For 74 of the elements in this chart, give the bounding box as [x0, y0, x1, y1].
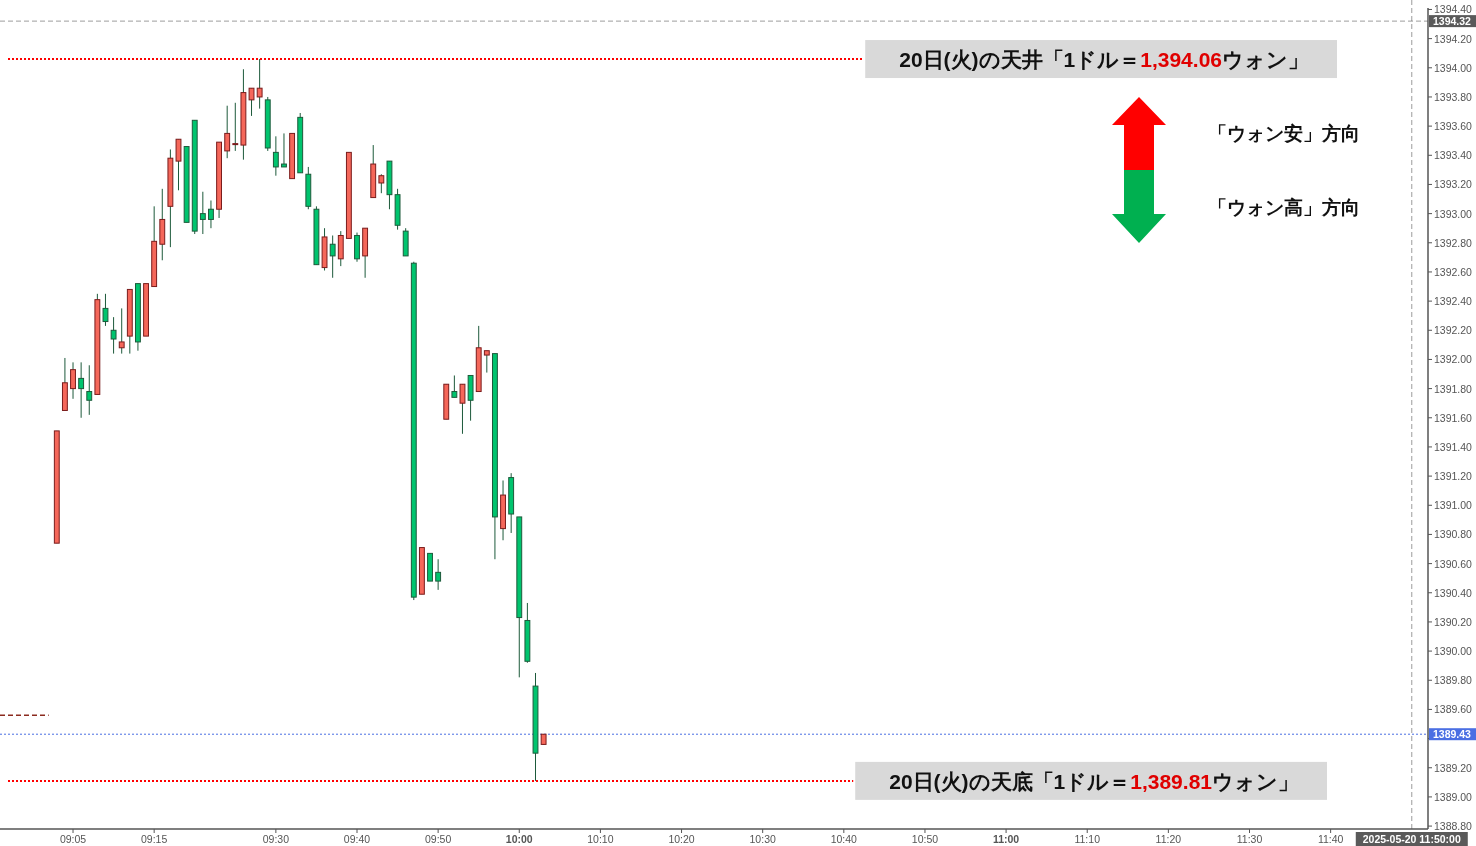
y-tick-label: 1393.40: [1434, 149, 1473, 162]
ref-line-label: 2025-05-20 11:50:00: [1362, 833, 1461, 845]
candlestick: [459, 383, 466, 435]
candlestick: [256, 58, 263, 110]
annotation: 20日(火)の天井「1ドル＝1,394.06ウォン」: [899, 47, 1309, 71]
y-tick-label: 1392.00: [1434, 353, 1473, 366]
x-tick-label: 11:20: [1155, 833, 1182, 845]
candlestick: [232, 102, 239, 152]
y-tick-label: 1390.00: [1434, 645, 1473, 658]
x-tick-label: 10:20: [668, 833, 695, 845]
y-tick-label: 1388.80: [1434, 820, 1473, 833]
x-tick-label: 11:00: [992, 833, 1020, 845]
y-tick-label: 1390.40: [1434, 586, 1473, 599]
annotation: 20日(火)の天底「1ドル＝1,389.81ウォン」: [889, 769, 1299, 793]
y-tick-label: 1391.80: [1434, 382, 1473, 395]
y-tick-label: 1391.20: [1434, 470, 1473, 483]
y-tick-label: 1394.20: [1434, 32, 1473, 45]
y-tick-label: 1394.00: [1434, 61, 1473, 74]
y-tick-label: 1389.80: [1434, 674, 1473, 687]
candlestick: [378, 173, 385, 194]
x-tick-label: 10:30: [749, 833, 776, 845]
candlestick: [248, 87, 255, 117]
x-tick-label: 10:40: [830, 833, 858, 845]
y-tick-label: 1391.60: [1434, 411, 1473, 424]
y-tick-label: 1389.00: [1434, 790, 1473, 803]
candlestick: [175, 138, 182, 191]
y-tick-label: 1394.40: [1434, 3, 1473, 16]
y-tick-label: 1392.20: [1434, 324, 1473, 337]
ref-line-label: 1394.32: [1433, 15, 1472, 28]
annotation: 「ウォン安」方向: [1208, 122, 1360, 144]
candlestick: [208, 199, 214, 229]
candlestick: [70, 361, 76, 400]
candlestick: [78, 361, 85, 419]
candlestick: [354, 232, 360, 263]
y-tick-label: 1390.80: [1434, 528, 1473, 541]
candlestick: [199, 191, 206, 235]
y-tick-label: 1389.60: [1434, 703, 1473, 716]
x-tick-label: 11:10: [1074, 833, 1101, 845]
x-tick-label: 09:30: [262, 833, 290, 845]
y-tick-label: 1392.80: [1434, 236, 1473, 249]
candlestick: [329, 234, 336, 279]
candlestick: [118, 307, 125, 355]
x-tick-label: 11:30: [1236, 833, 1263, 845]
y-tick-label: 1389.20: [1434, 761, 1473, 774]
x-tick-label: 09:40: [343, 833, 371, 845]
x-tick-label: 09:50: [425, 833, 452, 845]
candlestick: [102, 293, 109, 327]
y-tick-label: 1391.40: [1434, 440, 1473, 453]
candlestick: [86, 364, 93, 416]
y-tick-label: 1392.40: [1434, 295, 1473, 308]
x-tick-label: 10:50: [911, 833, 939, 845]
y-tick-label: 1391.00: [1434, 499, 1473, 512]
y-tick-label: 1393.60: [1434, 120, 1473, 133]
y-tick-label: 1393.00: [1434, 207, 1473, 220]
x-tick-label: 09:05: [59, 833, 87, 845]
candlestick: [483, 350, 490, 374]
x-tick-label: 10:00: [505, 833, 533, 845]
y-tick-label: 1390.20: [1434, 615, 1473, 628]
y-tick-label: 1393.20: [1434, 178, 1473, 191]
x-tick-label: 09:15: [141, 833, 168, 845]
candlestick: [110, 316, 117, 355]
candlestick: [224, 105, 231, 159]
candlestick: [451, 374, 458, 398]
candlestick: [435, 558, 442, 591]
candlestick: [337, 230, 344, 267]
x-tick-label: 10:10: [587, 833, 614, 845]
annotation: 「ウォン高」方向: [1208, 196, 1360, 218]
y-tick-label: 1393.80: [1434, 90, 1473, 103]
x-tick-label: 11:40: [1317, 833, 1344, 845]
y-tick-label: 1392.60: [1434, 265, 1473, 278]
ref-line-label: 1389.43: [1433, 728, 1472, 741]
y-tick-label: 1390.60: [1434, 557, 1473, 570]
candlestick: [281, 132, 287, 168]
candlestick: [272, 135, 279, 177]
